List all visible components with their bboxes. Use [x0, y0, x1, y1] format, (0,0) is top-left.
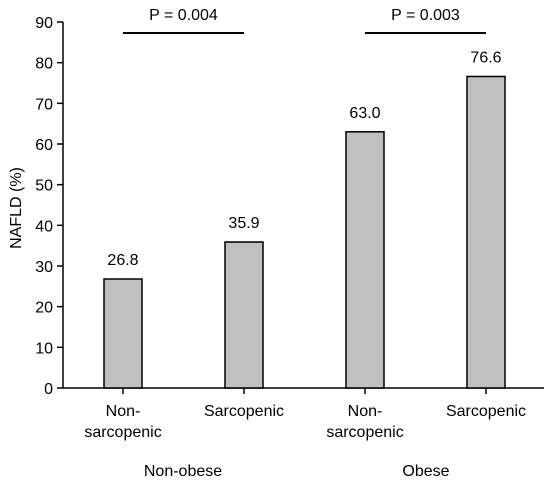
- bar: [466, 75, 506, 389]
- y-tick-label: 60: [35, 137, 53, 154]
- bar-value-label: 35.9: [228, 215, 259, 232]
- bar-value-label: 26.8: [107, 252, 138, 269]
- p-value-label: P = 0.003: [391, 7, 460, 24]
- y-tick-label: 0: [44, 381, 53, 398]
- y-tick-label: 20: [35, 300, 53, 317]
- category-label: Non-sarcopenic: [84, 403, 161, 441]
- bar: [224, 241, 264, 389]
- category-label: Sarcopenic: [446, 403, 526, 420]
- group-label: Non-obese: [144, 463, 222, 480]
- y-tick-label: 70: [35, 96, 53, 113]
- y-axis-title: NAFLD (%): [8, 167, 25, 249]
- y-tick-label: 80: [35, 56, 53, 73]
- bar: [345, 131, 385, 389]
- y-tick-label: 50: [35, 178, 53, 195]
- y-tick-label: 90: [35, 15, 53, 32]
- bar-value-label: 76.6: [470, 49, 501, 66]
- category-label: Sarcopenic: [204, 403, 284, 420]
- y-tick-label: 10: [35, 340, 53, 357]
- group-label: Obese: [402, 463, 449, 480]
- y-tick-label: 40: [35, 218, 53, 235]
- category-label: Non-sarcopenic: [326, 403, 403, 441]
- p-value-label: P = 0.004: [149, 7, 218, 24]
- y-tick-label: 30: [35, 259, 53, 276]
- bar-value-label: 63.0: [349, 105, 380, 122]
- bar: [103, 278, 143, 389]
